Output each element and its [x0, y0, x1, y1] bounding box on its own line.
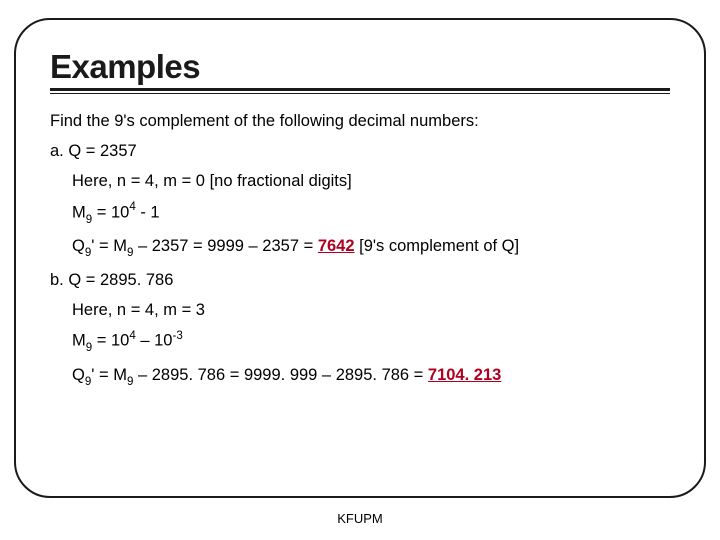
- text: M: [72, 203, 86, 221]
- text: – 2895. 786 = 9999. 999 – 2895. 786 =: [133, 366, 428, 384]
- text: Q: [72, 237, 85, 255]
- slide-title: Examples: [50, 48, 670, 86]
- text: ' = M: [91, 237, 127, 255]
- answer-value: 7104. 213: [428, 366, 501, 384]
- text: ' = M: [91, 366, 127, 384]
- example-a-result: Q9' = M9 – 2357 = 9999 – 2357 = 7642 [9'…: [72, 237, 670, 260]
- text: M: [72, 332, 86, 350]
- example-b-m9: M9 = 104 – 10-3: [72, 330, 670, 354]
- text: – 2357 = 9999 – 2357 =: [133, 237, 317, 255]
- text: Q: [72, 366, 85, 384]
- subscript: 9: [127, 247, 133, 259]
- text: = 10: [92, 203, 129, 221]
- subscript: 9: [86, 214, 92, 226]
- intro-text: Find the 9's complement of the following…: [50, 112, 670, 131]
- text: – 10: [136, 332, 173, 350]
- example-b-line1: Here, n = 4, m = 3: [72, 301, 670, 320]
- subscript: 9: [85, 247, 91, 259]
- answer-value: 7642: [318, 237, 355, 255]
- slide-content: Examples Find the 9's complement of the …: [50, 48, 670, 399]
- slide-footer: KFUPM: [0, 511, 720, 526]
- subscript: 9: [86, 342, 92, 354]
- text: [9's complement of Q]: [355, 237, 520, 255]
- title-underline-thick: [50, 88, 670, 91]
- superscript: -3: [172, 330, 182, 342]
- example-a-m9: M9 = 104 - 1: [72, 202, 670, 226]
- example-b-label: b. Q = 2895. 786: [50, 271, 670, 290]
- subscript: 9: [85, 376, 91, 388]
- text: - 1: [136, 203, 160, 221]
- slide-body: Find the 9's complement of the following…: [50, 112, 670, 388]
- example-a-label: a. Q = 2357: [50, 142, 670, 161]
- superscript: 4: [129, 201, 135, 213]
- example-a-line1: Here, n = 4, m = 0 [no fractional digits…: [72, 172, 670, 191]
- example-b-result: Q9' = M9 – 2895. 786 = 9999. 999 – 2895.…: [72, 366, 670, 389]
- text: = 10: [92, 332, 129, 350]
- subscript: 9: [127, 376, 133, 388]
- superscript: 4: [129, 330, 135, 342]
- title-underline-thin: [50, 93, 670, 94]
